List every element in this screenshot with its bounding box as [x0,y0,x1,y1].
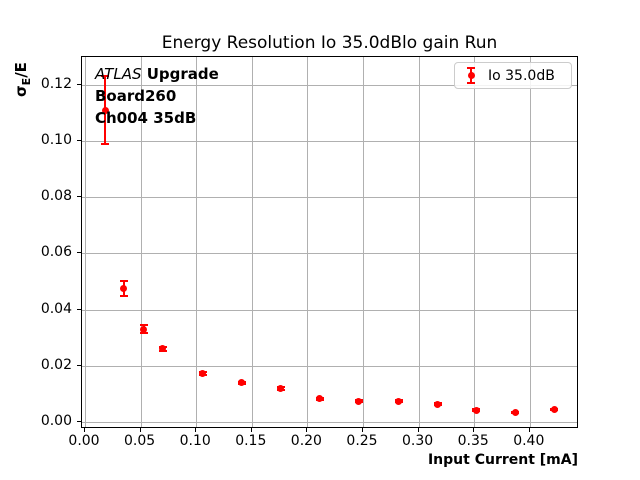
error-bar-cap-bottom [139,332,148,335]
x-gridline [196,57,198,427]
error-bar-cap-top [119,280,128,283]
data-point [277,385,285,393]
data-point [434,400,441,408]
data-point [159,345,167,353]
legend-label: Io 35.0dB [488,67,555,84]
y-axis-label: σE/E [12,62,33,97]
y-tick-mark [77,364,81,366]
x-gridline [85,57,86,427]
errorbar-marker-icon [464,66,478,85]
x-tick-mark [362,428,363,432]
y-gridline [82,197,577,199]
y-tick-label: 0.04 [40,300,72,317]
y-tick-mark [77,196,81,198]
y-tick-mark [77,140,81,141]
x-tick-label: 0.00 [68,433,100,449]
y-tick-mark [77,421,81,422]
data-point [355,397,363,405]
x-tick-mark [84,428,85,432]
x-tick-mark [306,428,308,432]
x-tick-label: 0.35 [457,433,489,449]
y-tick-label: 0.12 [40,75,72,92]
y-tick-label: 0.02 [40,356,72,373]
x-tick-mark [250,428,252,432]
y-tick-label: 0.00 [40,413,72,429]
x-gridline [418,57,420,427]
error-bar-cap-top [139,324,148,327]
x-gridline [307,57,309,427]
y-gridline [82,141,577,142]
x-tick-mark [528,428,530,432]
x-tick-mark [417,428,419,432]
y-tick-mark [77,83,81,85]
y-gridline [82,365,577,367]
annotation-line-experiment: ATLAS Upgrade [95,63,219,85]
plot-area [81,56,578,428]
x-gridline [251,57,253,427]
annotation-experiment-name: ATLAS [95,65,142,83]
data-point [101,106,109,114]
y-axis-label-sigma: σ [12,85,30,97]
data-point [472,406,480,414]
chart-title: Energy Resolution Io 35.0dBlo gain Run [161,33,498,53]
x-tick-label: 0.10 [179,433,211,449]
annotation-line-channel: Ch004 35dB [95,109,197,127]
x-gridline [474,57,476,427]
x-tick-mark [473,428,475,432]
x-tick-label: 0.15 [235,433,267,449]
annotation-line-board: Board260 [95,87,177,105]
y-gridline [82,253,577,255]
x-tick-label: 0.25 [346,433,378,449]
y-gridline [82,84,577,86]
y-tick-label: 0.06 [40,244,72,261]
y-tick-mark [77,308,81,310]
y-tick-label: 0.08 [40,188,72,205]
x-tick-label: 0.30 [402,433,434,449]
y-gridline [82,422,577,423]
x-tick-mark [139,428,141,432]
annotation: ATLAS Upgrade Board260 Ch004 35dB [95,63,219,129]
data-point [550,406,558,414]
x-tick-label: 0.05 [124,433,156,449]
y-axis-label-rest: /E [12,62,30,78]
data-point [395,397,403,405]
annotation-experiment-suffix: Upgrade [141,65,219,83]
y-tick-mark [77,252,81,254]
x-gridline [140,57,142,427]
y-tick-label: 0.10 [40,132,72,148]
data-point [511,408,519,416]
data-point [120,285,128,293]
error-bar-cap-top [101,74,110,77]
data-point [140,325,148,333]
data-point [238,379,246,387]
error-bar-cap-bottom [101,143,110,146]
x-gridline [529,57,531,427]
x-tick-label: 0.40 [513,433,545,449]
x-tick-mark [195,428,197,432]
x-axis-label: Input Current [mA] [427,452,578,468]
error-bar-cap-bottom [119,294,128,297]
y-gridline [82,309,577,311]
x-tick-label: 0.20 [290,433,322,449]
data-point [316,395,324,403]
x-gridline [363,57,364,427]
data-point [199,370,207,378]
legend: Io 35.0dB [454,62,572,89]
